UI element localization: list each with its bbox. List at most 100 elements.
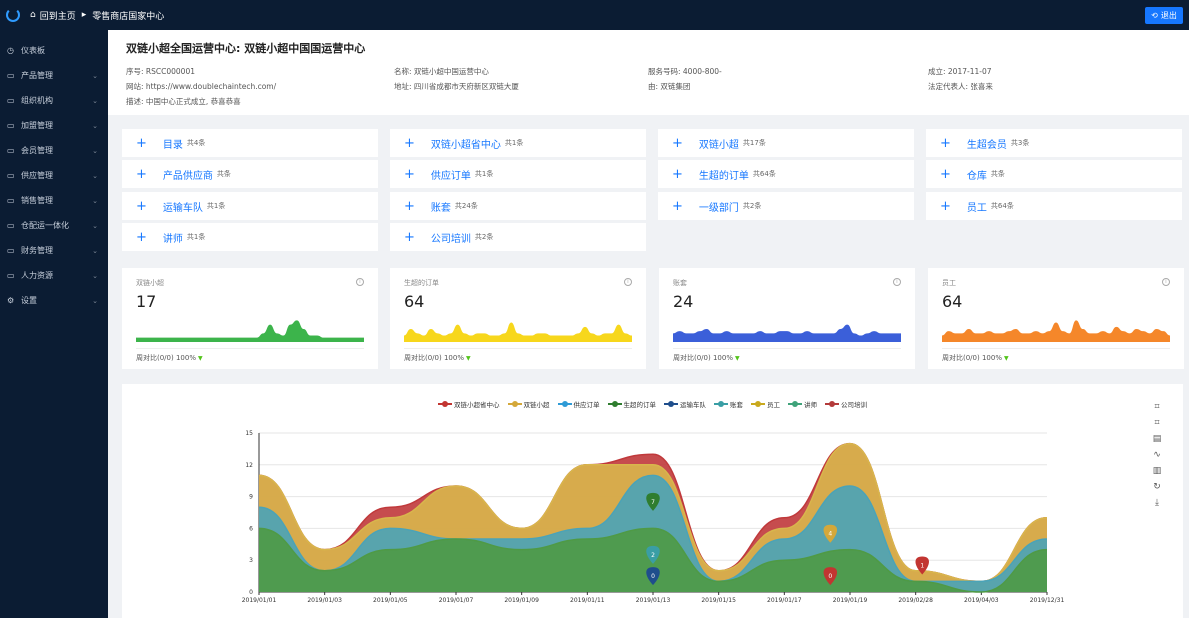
- plus-icon[interactable]: +: [404, 229, 415, 245]
- shortcut-item[interactable]: + 双链小超 共17条: [658, 129, 914, 157]
- sidebar-item[interactable]: ▭ 人力资源 ⌄: [0, 263, 108, 288]
- data-view-icon[interactable]: ▤: [1152, 434, 1162, 444]
- shortcut-name[interactable]: 双链小超: [698, 139, 739, 151]
- plus-icon[interactable]: +: [940, 198, 951, 214]
- download-icon[interactable]: ⤓: [1155, 498, 1159, 508]
- shortcut-name[interactable]: 供应订单: [430, 170, 471, 182]
- shortcut-item[interactable]: + 目录 共4条: [122, 129, 378, 157]
- x-tick-label: 2019/01/05: [373, 597, 408, 604]
- shortcut-count: 共17条: [742, 139, 766, 147]
- info-icon[interactable]: i: [893, 278, 901, 286]
- sidebar-item[interactable]: ▭ 会员管理 ⌄: [0, 138, 108, 163]
- legend-item[interactable]: 供应订单: [557, 399, 600, 409]
- sidebar-item[interactable]: ◷ 仪表板: [0, 38, 108, 63]
- info-icon[interactable]: i: [356, 278, 364, 286]
- info-icon[interactable]: i: [624, 278, 632, 286]
- shortcut-count: 共1条: [474, 170, 494, 178]
- plus-icon[interactable]: +: [404, 135, 415, 151]
- chevron-down-icon: ⌄: [92, 121, 98, 130]
- shortcut-item[interactable]: + 一级部门 共2条: [658, 192, 914, 220]
- sidebar-item[interactable]: ▭ 财务管理 ⌄: [0, 238, 108, 263]
- shortcut-name[interactable]: 产品供应商: [162, 170, 213, 182]
- shortcut-name[interactable]: 生超会员: [966, 139, 1007, 151]
- shortcut-item[interactable]: + 产品供应商 共条: [122, 160, 378, 188]
- shortcut-item[interactable]: + 公司培训 共2条: [390, 223, 646, 251]
- info-icon[interactable]: i: [1162, 278, 1170, 286]
- sidebar-item[interactable]: ▭ 组织机构 ⌄: [0, 88, 108, 113]
- plus-icon[interactable]: +: [672, 166, 683, 182]
- plus-icon[interactable]: +: [136, 198, 147, 214]
- sidebar-item[interactable]: ▭ 仓配运一体化 ⌄: [0, 213, 108, 238]
- plus-icon[interactable]: +: [136, 135, 147, 151]
- shortcut-item[interactable]: + 生超的订单 共64条: [658, 160, 914, 188]
- shortcut-name[interactable]: 公司培训: [430, 233, 471, 245]
- logout-label: 退出: [1160, 11, 1177, 20]
- sidebar-item[interactable]: ▭ 供应管理 ⌄: [0, 163, 108, 188]
- info-legal-rep: 法定代表人: 张喜来: [928, 82, 993, 91]
- plus-icon[interactable]: +: [940, 166, 951, 182]
- page-title: 双链小超全国运营中心: 双链小超中国国运营中心: [126, 42, 366, 55]
- shortcut-name[interactable]: 员工: [966, 202, 987, 214]
- plus-icon[interactable]: +: [672, 198, 683, 214]
- stat-card: 双链小超 i 17 周对比(0/0) 100% ▼: [122, 268, 378, 369]
- shortcut-item[interactable]: + 员工 共64条: [926, 192, 1182, 220]
- sidebar-item[interactable]: ▭ 产品管理 ⌄: [0, 63, 108, 88]
- plus-icon[interactable]: +: [136, 229, 147, 245]
- shortcut-name[interactable]: 双链小超省中心: [430, 139, 501, 151]
- zoom-reset-icon[interactable]: ⌗: [1154, 418, 1160, 428]
- plus-icon[interactable]: +: [940, 135, 951, 151]
- shortcut-item[interactable]: + 双链小超省中心 共1条: [390, 129, 646, 157]
- shortcut-item[interactable]: + 生超会员 共3条: [926, 129, 1182, 157]
- legend-item[interactable]: 员工: [751, 399, 780, 409]
- divider: [942, 348, 1170, 349]
- caret-down-icon: ▼: [1003, 355, 1009, 362]
- legend-item[interactable]: 运输车队: [664, 399, 706, 409]
- marker-pin-label: 0: [651, 573, 655, 580]
- sidebar-item-label: 供应管理: [21, 171, 53, 180]
- legend-item[interactable]: 账套: [714, 399, 743, 409]
- logout-button[interactable]: ⟲ 退出: [1145, 7, 1183, 24]
- info-website[interactable]: 网站: https://www.doublechaintech.com/: [126, 82, 277, 91]
- folder-icon: ▭: [7, 96, 15, 105]
- plus-icon[interactable]: +: [404, 198, 415, 214]
- shortcut-name[interactable]: 账套: [430, 202, 451, 214]
- shortcut-item[interactable]: + 运输车队 共1条: [122, 192, 378, 220]
- sidebar-item[interactable]: ▭ 加盟管理 ⌄: [0, 113, 108, 138]
- legend-marker: [507, 401, 522, 407]
- info-grid: 序号: RSCC000001 名称: 双链小超中国运营中心 服务号码: 4000…: [126, 66, 1171, 116]
- home-link[interactable]: 回到主页: [39, 11, 76, 22]
- legend-item[interactable]: 双链小超省中心: [438, 399, 500, 409]
- shortcut-item[interactable]: + 供应订单 共1条: [390, 160, 646, 188]
- x-tick-label: 2019/01/09: [504, 597, 539, 604]
- shortcut-item[interactable]: + 账套 共24条: [390, 192, 646, 220]
- restore-icon[interactable]: ↻: [1153, 482, 1161, 492]
- legend-item[interactable]: 双链小超: [507, 399, 550, 409]
- plus-icon[interactable]: +: [672, 135, 683, 151]
- legend-item[interactable]: 公司培训: [825, 399, 867, 409]
- shortcut-item[interactable]: + 仓库 共条: [926, 160, 1182, 188]
- marker-pin: [823, 567, 838, 586]
- shortcut-item[interactable]: + 讲师 共1条: [122, 223, 378, 251]
- line-icon[interactable]: ∿: [1153, 450, 1161, 460]
- week-compare-pct: 100%: [712, 354, 733, 362]
- sidebar-item[interactable]: ⚙ 设置 ⌄: [0, 288, 108, 313]
- shortcut-name[interactable]: 目录: [162, 139, 183, 151]
- legend-item[interactable]: 生超的订单: [607, 399, 656, 409]
- zoom-icon[interactable]: ⌗: [1154, 402, 1160, 412]
- plus-icon[interactable]: +: [404, 166, 415, 182]
- home-icon: ⌂: [30, 10, 36, 20]
- legend-item[interactable]: 讲师: [788, 399, 817, 409]
- breadcrumb-current[interactable]: 零售商店国家中心: [92, 11, 165, 22]
- shortcut-name[interactable]: 运输车队: [162, 202, 203, 214]
- shortcut-name[interactable]: 讲师: [162, 233, 183, 245]
- chart-legend: 双链小超省中心 双链小超 供应订单 生超的订单 运输车队 账套 员工 讲师 公司培训: [122, 399, 1183, 409]
- sidebar-item[interactable]: ▭ 销售管理 ⌄: [0, 188, 108, 213]
- week-compare-pct: 100%: [443, 354, 464, 362]
- bar-icon[interactable]: ▥: [1152, 466, 1162, 476]
- shortcut-name[interactable]: 仓库: [966, 170, 987, 182]
- plus-icon[interactable]: +: [136, 166, 147, 182]
- shortcut-name[interactable]: 生超的订单: [698, 170, 749, 182]
- shortcut-name[interactable]: 一级部门: [698, 202, 739, 214]
- app-logo-icon[interactable]: [6, 8, 20, 22]
